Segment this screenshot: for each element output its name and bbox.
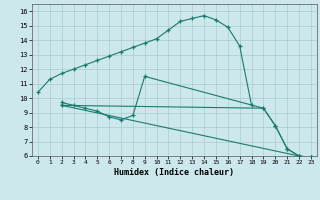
X-axis label: Humidex (Indice chaleur): Humidex (Indice chaleur) bbox=[115, 168, 234, 177]
